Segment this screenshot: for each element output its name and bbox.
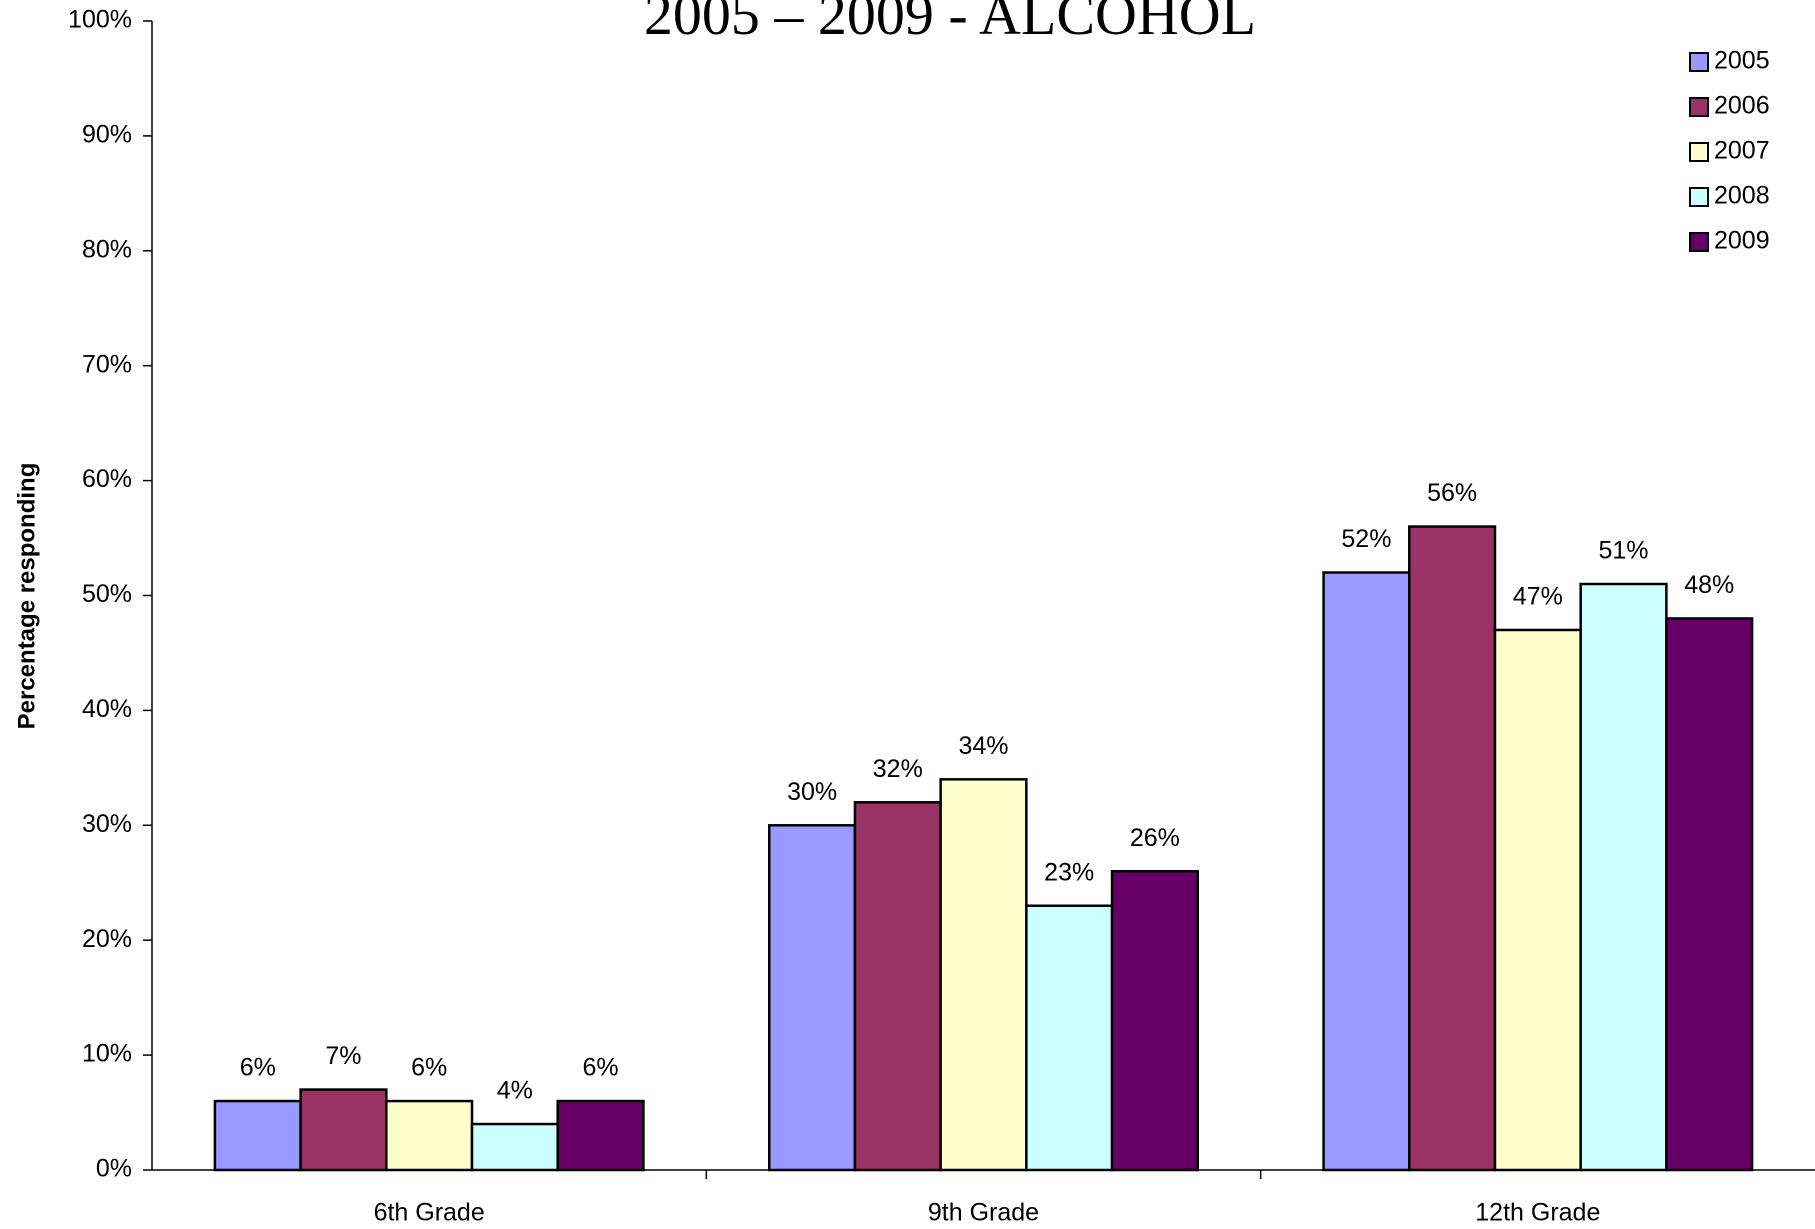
bar [1322,571,1411,1172]
bar [1493,628,1582,1172]
value-label: 52% [1341,525,1391,553]
bar [556,1099,645,1172]
y-tick-label: 20% [82,925,132,953]
value-label: 30% [787,778,837,806]
value-label: 7% [325,1042,361,1070]
x-tick-label: 12th Grade [1475,1199,1600,1227]
bar [1579,582,1668,1172]
bar [1408,525,1497,1172]
y-tick-label: 80% [82,235,132,263]
y-axis-label: Percentage responding [13,463,40,730]
x-tick-label: 9th Grade [928,1199,1039,1227]
x-tick-label: 6th Grade [374,1199,485,1227]
value-label: 6% [411,1054,447,1082]
y-tick-label: 0% [96,1155,132,1183]
bar [768,824,857,1172]
legend-label: 2009 [1714,227,1770,255]
legend-label: 2005 [1714,47,1770,75]
bar [299,1088,388,1172]
legend-swatch [1689,142,1709,162]
value-label: 6% [582,1054,618,1082]
y-tick-label: 40% [82,695,132,723]
y-tick-label: 10% [82,1040,132,1068]
y-tick-label: 90% [82,121,132,149]
value-label: 23% [1044,858,1094,886]
value-label: 32% [873,755,923,783]
legend-swatch [1689,97,1709,117]
y-tick-label: 70% [82,350,132,378]
bar [939,778,1028,1172]
bar [213,1099,302,1172]
bar [1110,870,1200,1172]
value-label: 4% [497,1077,533,1105]
bar [1665,617,1754,1172]
y-tick-label: 100% [68,6,132,34]
legend-swatch [1689,232,1709,252]
y-tick-label: 60% [82,465,132,493]
value-label: 48% [1684,571,1734,599]
y-tick-label: 30% [82,810,132,838]
legend-label: 2006 [1714,92,1770,120]
bar [470,1122,559,1172]
legend-label: 2008 [1714,182,1770,210]
chart-title: 2005 – 2009 - ALCOHOL [644,0,1256,47]
value-label: 34% [958,732,1008,760]
bar [853,801,942,1172]
legend-swatch [1689,52,1709,72]
value-label: 51% [1599,537,1649,565]
y-tick-label: 50% [82,580,132,608]
legend-label: 2007 [1714,137,1770,165]
value-label: 47% [1513,583,1563,611]
value-label: 26% [1130,824,1180,852]
legend-swatch [1689,187,1709,207]
bar [385,1099,474,1172]
bar [1025,904,1114,1172]
value-label: 56% [1427,479,1477,507]
value-label: 6% [240,1054,276,1082]
